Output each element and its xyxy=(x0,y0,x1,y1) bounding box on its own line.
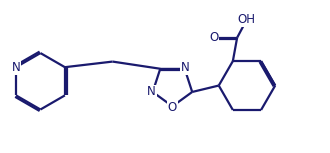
Text: OH: OH xyxy=(238,13,256,26)
Text: N: N xyxy=(182,61,190,74)
Text: O: O xyxy=(209,31,218,44)
Text: N: N xyxy=(12,61,20,74)
Text: N: N xyxy=(147,86,156,99)
Text: O: O xyxy=(168,101,177,114)
